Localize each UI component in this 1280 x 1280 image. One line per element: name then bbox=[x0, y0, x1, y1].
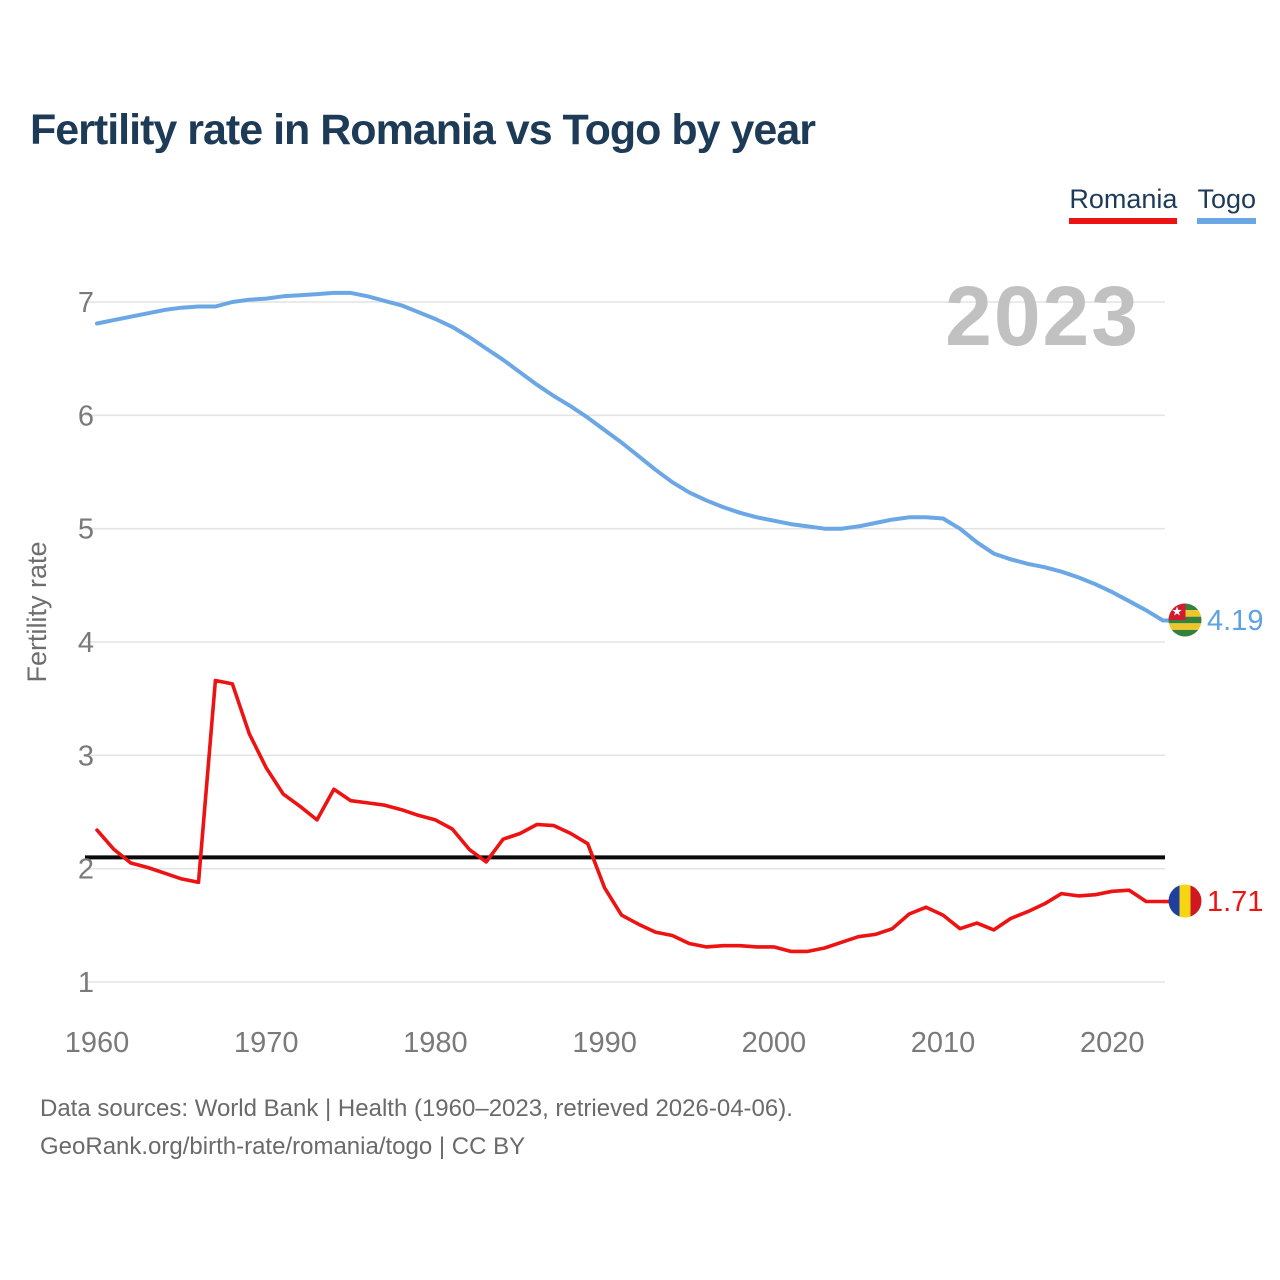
legend-item-togo[interactable]: Togo bbox=[1197, 184, 1256, 224]
legend-item-romania[interactable]: Romania bbox=[1069, 184, 1178, 224]
romania-end-value: 1.71 bbox=[1207, 886, 1263, 918]
romania-flag-icon bbox=[1168, 884, 1202, 918]
y-tick-label: 5 bbox=[78, 514, 94, 546]
x-tick-label: 2000 bbox=[742, 1027, 807, 1059]
y-axis-title: Fertility rate bbox=[22, 541, 52, 682]
romania-line bbox=[95, 678, 1165, 954]
x-tick-label: 1980 bbox=[403, 1027, 468, 1059]
x-tick-label: 1990 bbox=[572, 1027, 637, 1059]
x-tick-label: 2020 bbox=[1080, 1027, 1145, 1059]
year-watermark: 2023 bbox=[945, 269, 1140, 363]
togo-end-value: 4.19 bbox=[1207, 605, 1263, 637]
data-source-line: Data sources: World Bank | Health (1960–… bbox=[40, 1095, 793, 1122]
footer: Data sources: World Bank | Health (1960–… bbox=[40, 1090, 793, 1166]
page-title: Fertility rate in Romania vs Togo by yea… bbox=[30, 106, 816, 154]
y-tick-label: 3 bbox=[78, 740, 94, 772]
y-tick-label: 6 bbox=[78, 400, 94, 432]
x-tick-label: 1960 bbox=[65, 1027, 130, 1059]
togo-line bbox=[95, 290, 1165, 623]
y-tick-label: 1 bbox=[78, 967, 94, 999]
y-tick-label: 4 bbox=[78, 627, 94, 659]
x-tick-label: 1970 bbox=[234, 1027, 299, 1059]
y-tick-label: 2 bbox=[78, 854, 94, 886]
attribution-line: GeoRank.org/birth-rate/romania/togo | CC… bbox=[40, 1133, 526, 1160]
axis-ticks: 7 6 5 4 3 2 1 1960 1970 1980 1990 2000 2010 2020 bbox=[65, 287, 1145, 1059]
y-tick-label: 7 bbox=[78, 287, 94, 319]
series-lines bbox=[95, 290, 1172, 954]
x-tick-label: 2010 bbox=[911, 1027, 976, 1059]
legend: Romania Togo bbox=[1069, 184, 1256, 224]
togo-flag-icon bbox=[1168, 603, 1202, 637]
gridlines bbox=[85, 301, 1165, 983]
